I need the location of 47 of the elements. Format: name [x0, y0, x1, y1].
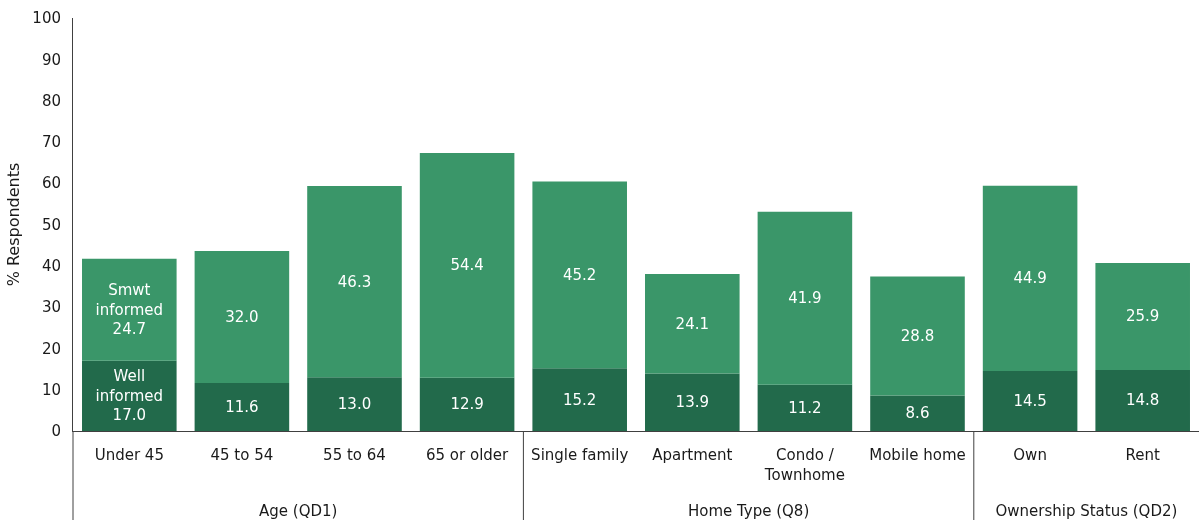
x-tick-label: Mobile home	[869, 446, 966, 464]
data-label: 24.7	[112, 320, 146, 339]
y-tick-label: 30	[41, 298, 61, 317]
data-label: 13.0	[337, 395, 372, 414]
data-label: 8.6	[905, 404, 930, 423]
y-tick-label: 90	[41, 50, 61, 69]
x-tick-label: Rent	[1125, 446, 1160, 464]
data-label: 15.2	[563, 390, 597, 409]
x-tick-label: 55 to 64	[323, 446, 386, 464]
data-label: 32.0	[225, 308, 259, 327]
data-label: 24.1	[675, 314, 709, 333]
x-axis-title: Home Type (Q8)	[687, 501, 810, 520]
data-label: 46.3	[337, 272, 372, 291]
series-label: Smwt informed	[95, 281, 163, 319]
x-tick-label: Condo / Townhome	[763, 446, 845, 484]
y-tick-label: 0	[51, 422, 61, 441]
data-label: 11.6	[225, 398, 259, 417]
data-label: 12.9	[450, 395, 484, 414]
y-tick-label: 20	[41, 339, 61, 358]
data-label: 28.8	[900, 327, 935, 346]
y-tick-label: 80	[41, 91, 61, 110]
x-axis-title: Ownership Status (QD2)	[995, 502, 1178, 520]
x-tick-label: Single family	[531, 446, 629, 464]
data-label: 45.2	[563, 265, 597, 284]
data-label: 41.9	[788, 289, 822, 308]
y-tick-label: 10	[41, 380, 61, 399]
data-label: 11.2	[788, 398, 822, 417]
x-tick-label: 65 or older	[425, 446, 510, 464]
y-tick-label: 60	[41, 174, 61, 193]
y-tick-label: 100	[32, 9, 61, 28]
x-tick-label: 45 to 54	[210, 446, 274, 464]
x-tick-label: Apartment	[652, 446, 733, 464]
data-label: 44.9	[1013, 269, 1047, 288]
data-label: 25.9	[1126, 307, 1160, 326]
series-label: Well informed	[95, 367, 163, 405]
data-label: 54.4	[450, 256, 484, 275]
y-tick-label: 50	[41, 215, 61, 234]
x-tick-label: Under 45	[94, 446, 164, 464]
data-label: 14.5	[1013, 392, 1047, 411]
x-axis-title: Age (QD1)	[259, 502, 338, 520]
y-tick-label: 40	[41, 257, 61, 276]
data-label: 17.0	[112, 406, 146, 425]
y-tick-label: 70	[41, 133, 61, 152]
data-label: 14.8	[1126, 391, 1160, 410]
x-tick-label: Own	[1013, 446, 1047, 464]
data-label: 13.9	[675, 393, 709, 412]
y-axis-title: % Respondents	[4, 162, 24, 287]
